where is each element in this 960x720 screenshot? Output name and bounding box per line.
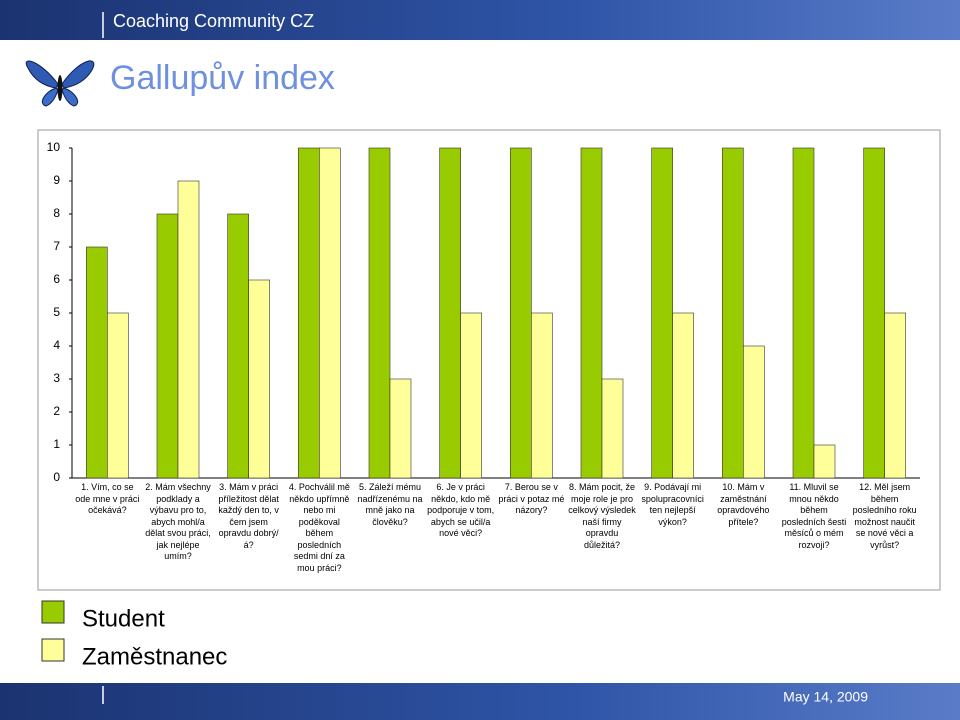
x-tick-label: 10. Mám v zaměstnání opravdového přítele… — [717, 482, 770, 527]
bar — [389, 378, 412, 479]
bar — [319, 147, 341, 479]
bar — [107, 312, 129, 479]
x-tick-label: 7. Berou se v práci v potaz mé názory? — [498, 482, 565, 515]
header-band — [0, 0, 960, 40]
bar — [672, 312, 694, 479]
bar — [813, 444, 836, 479]
chart: 0 1 2 3 4 5 6 7 8 9 10 — [47, 140, 920, 484]
y-tick-label: 3 — [53, 371, 60, 385]
y-tick-label: 4 — [53, 338, 60, 352]
y-tick-label: 7 — [53, 239, 60, 253]
bar — [651, 147, 673, 479]
x-tick-label: 9. Podávají mi spolupracovníci ten nejle… — [641, 482, 704, 527]
y-tick-label: 1 — [53, 437, 60, 451]
bar — [460, 312, 482, 479]
bar — [86, 246, 108, 479]
y-tick-label: 9 — [53, 173, 60, 187]
x-tick-label: 11. Mluvil se mnou někdo během posledníc… — [781, 482, 847, 550]
x-tick-label: 5. Záleží mému nadřízenému na mně jako n… — [357, 482, 423, 527]
butterfly — [25, 60, 95, 107]
x-tick-label: 12. Měl jsem během posledního roku možno… — [852, 482, 917, 550]
y-tick-label: 2 — [53, 404, 60, 418]
bar — [601, 378, 624, 479]
x-tick-label: 1. Vím, co se ode mne v práci očekává? — [75, 482, 140, 515]
date: May 14, 2009 — [783, 689, 868, 705]
bar — [439, 147, 461, 479]
slide-title: Gallupův index — [110, 59, 335, 97]
bar — [510, 147, 532, 479]
legend-swatch — [41, 600, 65, 624]
legend-label: Zaměstnanec — [82, 643, 227, 670]
y-tick-label: 8 — [53, 206, 60, 220]
x-tick-label: 3. Mám v práci příležitost dělat každý d… — [218, 482, 279, 550]
x-tick-label: 6. Je v práci někdo, kdo mě podporuje v … — [427, 482, 495, 538]
y-tick-label: 0 — [53, 470, 60, 484]
bar — [156, 213, 179, 479]
x-tick-label: 2. Mám všechny podklady a výbavu pro to,… — [145, 482, 211, 561]
y-tick-label: 10 — [47, 140, 61, 154]
bar — [531, 312, 553, 479]
x-tick-label: 4. Pochválil mě někdo upřímně nebo mi po… — [288, 482, 350, 573]
bar — [743, 345, 765, 479]
y-tick-label: 5 — [53, 305, 60, 319]
y-tick-label: 6 — [53, 272, 60, 286]
x-tick-label: 8. Mám pocit, že moje role je pro celkov… — [568, 482, 636, 550]
bar — [580, 147, 603, 479]
brand: Coaching Community CZ — [113, 11, 314, 31]
bar — [248, 279, 270, 479]
bar — [792, 147, 815, 479]
bar — [368, 147, 391, 479]
bar — [884, 312, 906, 479]
bar — [227, 213, 249, 479]
bar — [298, 147, 320, 479]
footer-band — [0, 683, 960, 720]
legend-label: Student — [82, 605, 165, 632]
bar — [863, 147, 885, 479]
bar — [177, 180, 200, 479]
legend-swatch — [41, 638, 65, 662]
bar — [722, 147, 744, 479]
